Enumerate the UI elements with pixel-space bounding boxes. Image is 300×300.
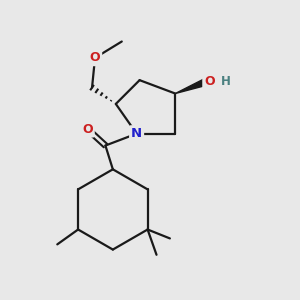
Text: O: O (204, 75, 215, 88)
Text: O: O (90, 51, 100, 64)
Polygon shape (175, 78, 208, 94)
Text: N: N (131, 127, 142, 140)
Text: O: O (82, 123, 93, 136)
Text: H: H (221, 75, 231, 88)
